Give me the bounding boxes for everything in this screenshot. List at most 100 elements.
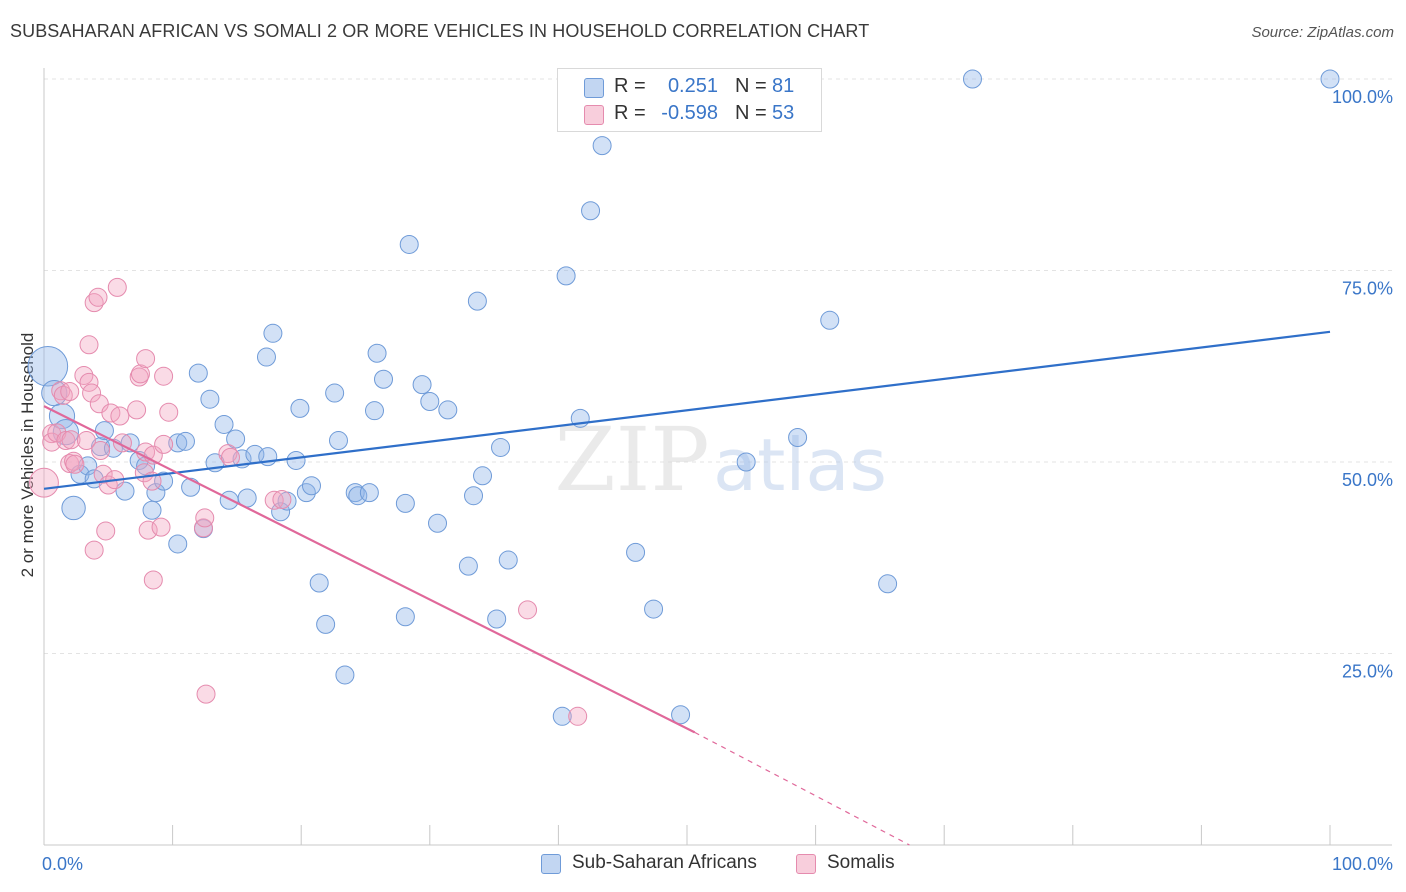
series-label-subsaharan: Sub-Saharan Africans xyxy=(572,852,757,873)
stats-legend: R = 0.251 N = 81 R = -0.598 N = 53 xyxy=(557,68,822,132)
legend-swatch-subsaharan xyxy=(584,78,604,98)
point-subsaharan xyxy=(420,391,440,411)
point-subsaharan xyxy=(399,234,419,254)
point-subsaharan xyxy=(367,343,387,363)
point-somali xyxy=(64,451,84,471)
y-tick-label: 75.0% xyxy=(1342,279,1393,299)
point-somali xyxy=(518,600,538,620)
point-subsaharan xyxy=(395,493,415,513)
point-somali xyxy=(84,293,104,313)
tick-labels: 25.0% 50.0% 75.0% 100.0% 0.0% 100.0% xyxy=(42,87,1393,874)
point-somali xyxy=(127,400,147,420)
point-subsaharan xyxy=(556,266,576,286)
point-subsaharan xyxy=(626,542,646,562)
trendline-somali-extension xyxy=(694,731,910,846)
legend-r-label: R = xyxy=(614,102,646,124)
point-subsaharan xyxy=(27,345,69,387)
point-subsaharan xyxy=(188,363,208,383)
point-somali xyxy=(42,432,62,452)
point-somali xyxy=(272,490,292,510)
point-subsaharan xyxy=(328,431,348,451)
series-swatch-subsaharan xyxy=(541,854,561,874)
point-subsaharan xyxy=(345,483,365,503)
point-somali xyxy=(65,454,85,474)
point-somali xyxy=(568,706,588,726)
point-somali xyxy=(84,540,104,560)
point-somali xyxy=(196,684,216,704)
point-subsaharan xyxy=(168,534,188,554)
axes xyxy=(43,68,1392,846)
point-subsaharan xyxy=(428,513,448,533)
point-subsaharan xyxy=(256,347,276,367)
point-somali xyxy=(130,364,150,384)
trendline-somali xyxy=(43,405,696,734)
point-subsaharan xyxy=(335,665,355,685)
point-subsaharan xyxy=(214,414,234,434)
point-subsaharan xyxy=(316,614,336,634)
point-subsaharan xyxy=(286,450,306,470)
point-subsaharan xyxy=(142,500,162,520)
point-somali xyxy=(154,366,174,386)
point-somali xyxy=(91,441,111,461)
point-somali xyxy=(79,335,99,355)
watermark-atlas: atlas xyxy=(713,423,887,507)
point-subsaharan xyxy=(219,490,239,510)
point-somali xyxy=(107,277,127,297)
source-label: Source: ZipAtlas.com xyxy=(1251,24,1394,41)
point-somali xyxy=(220,447,240,467)
series-swatch-somali xyxy=(796,854,816,874)
y-tick-label: 50.0% xyxy=(1342,470,1393,490)
point-somali xyxy=(264,490,284,510)
legend-row-subsaharan: R = 0.251 N = 81 xyxy=(558,74,821,100)
point-somali xyxy=(129,367,149,387)
point-subsaharan xyxy=(878,574,898,594)
y-tick-label: 100.0% xyxy=(1332,87,1393,107)
point-subsaharan xyxy=(168,433,188,453)
point-subsaharan xyxy=(200,389,220,409)
point-subsaharan xyxy=(671,705,691,725)
legend-n-label: N = xyxy=(735,75,767,97)
point-somali xyxy=(151,517,171,537)
point-subsaharan xyxy=(962,69,982,89)
point-subsaharan xyxy=(464,486,484,506)
point-subsaharan xyxy=(301,476,321,496)
point-somali xyxy=(138,520,158,540)
point-subsaharan xyxy=(458,556,478,576)
point-subsaharan xyxy=(395,607,415,627)
point-subsaharan xyxy=(263,323,283,343)
point-somali xyxy=(193,518,213,538)
y-tick-label: 25.0% xyxy=(1342,662,1393,682)
point-somali xyxy=(143,570,163,590)
trend-lines xyxy=(43,330,1331,846)
point-subsaharan xyxy=(467,291,487,311)
point-subsaharan xyxy=(348,486,368,506)
point-subsaharan xyxy=(226,429,246,449)
point-somali xyxy=(88,287,108,307)
point-subsaharan xyxy=(290,398,310,418)
point-somali xyxy=(61,430,81,450)
gridlines xyxy=(44,78,1392,654)
legend-n-label: N = xyxy=(735,102,767,124)
legend-swatch-somali xyxy=(584,105,604,125)
point-subsaharan xyxy=(592,136,612,156)
point-somali xyxy=(110,406,130,426)
point-subsaharan xyxy=(271,502,291,522)
point-subsaharan xyxy=(788,427,808,447)
point-subsaharan xyxy=(325,383,345,403)
watermark-zip: ZIP xyxy=(554,408,709,511)
point-subsaharan xyxy=(61,495,86,521)
trendline-subsaharan xyxy=(43,330,1331,490)
x-tick-label: 100.0% xyxy=(1332,854,1393,874)
point-somali xyxy=(93,464,113,484)
data-points xyxy=(27,69,1340,726)
point-subsaharan xyxy=(487,609,507,629)
legend-r-value: -0.598 xyxy=(661,102,718,124)
point-subsaharan xyxy=(491,437,511,457)
point-subsaharan xyxy=(365,401,385,421)
point-somali xyxy=(56,431,76,451)
point-subsaharan xyxy=(146,483,166,503)
x-tick-label: 0.0% xyxy=(42,854,83,874)
point-somali xyxy=(76,431,96,451)
chart-title: SUBSAHARAN AFRICAN VS SOMALI 2 OR MORE V… xyxy=(10,21,870,41)
